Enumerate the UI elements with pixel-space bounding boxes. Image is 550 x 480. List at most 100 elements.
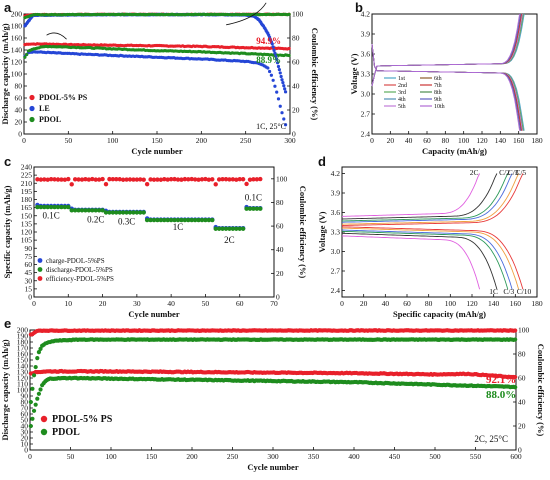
data-point — [124, 210, 129, 215]
y-tick-label: 225 — [21, 171, 33, 180]
data-point — [179, 177, 184, 182]
data-point — [120, 210, 126, 215]
data-point — [107, 210, 112, 215]
legend-label: 5th — [398, 104, 406, 110]
curve-label-bottom: 1C — [489, 287, 498, 296]
y-tick-label: 120 — [17, 374, 29, 383]
data-point — [90, 208, 95, 213]
data-point — [240, 177, 246, 182]
data-point — [182, 176, 188, 182]
y2-tick-label: 60 — [518, 374, 526, 383]
data-point — [278, 71, 282, 75]
x-tick-label: 50 — [67, 452, 75, 461]
y-tick-label: 45 — [25, 268, 33, 277]
y-tick-label: 3.9 — [331, 189, 341, 198]
legend-label: 1st — [398, 76, 405, 82]
x-tick-label: 60 — [403, 299, 411, 308]
discharge-curve-2nd — [371, 43, 524, 131]
y-tick-label: 0 — [18, 130, 22, 139]
y-tick-label: 4.2 — [361, 10, 371, 19]
data-point — [90, 176, 95, 182]
x-tick-label: 100 — [445, 299, 457, 308]
annotation-retention: 88.9% — [256, 55, 281, 65]
data-point — [277, 67, 281, 72]
charge-curve-7th — [371, 13, 522, 87]
data-point — [279, 74, 283, 79]
data-point — [42, 204, 47, 210]
y2-tick-label: 100 — [518, 326, 530, 335]
x-tick-label: 50 — [65, 136, 73, 145]
y-tick-label: 105 — [21, 236, 33, 245]
data-point — [42, 177, 47, 182]
data-point — [247, 206, 253, 211]
rate-label: 1C — [173, 222, 184, 232]
x-tick-label: 20 — [99, 299, 107, 308]
legend-label: PDOL — [39, 115, 61, 124]
y-tick-label: 190 — [17, 332, 29, 341]
data-point — [76, 208, 81, 213]
legend-label: efficiency-PDOL-5%PS — [46, 275, 114, 283]
condition-label: 1C, 25°C — [256, 122, 286, 131]
y2-tick-label: 0 — [292, 130, 296, 139]
data-point — [59, 204, 64, 210]
data-point — [52, 177, 57, 182]
y-tick-label: 80 — [15, 82, 23, 91]
data-point — [271, 45, 275, 49]
legend-label: 7th — [434, 83, 442, 89]
data-point — [206, 217, 212, 223]
data-point — [513, 385, 518, 390]
y-tick-label: 3.9 — [361, 30, 371, 39]
panel-letter-a: a — [4, 0, 12, 15]
data-point — [206, 177, 212, 182]
data-point — [38, 177, 44, 182]
data-point — [79, 177, 85, 182]
data-point — [275, 57, 279, 61]
data-point — [151, 177, 157, 182]
legend-label: discharge-PDOL-5%PS — [46, 266, 113, 274]
discharge-curve-1st — [371, 43, 525, 131]
legend-label: PDOL-5% PS — [52, 414, 113, 425]
data-point — [45, 177, 50, 182]
data-point — [172, 217, 177, 223]
y-axis-label: Discharge capacity (mAh/g) — [0, 23, 10, 124]
y2-axis-label: Coulombic efficiency (%) — [536, 344, 546, 437]
legend-marker — [40, 428, 48, 436]
data-point — [258, 206, 263, 211]
data-point — [230, 177, 236, 182]
x-tick-label: 160 — [510, 299, 522, 308]
y2-tick-label: 40 — [292, 82, 300, 91]
data-point — [283, 123, 288, 127]
y-tick-label: 140 — [17, 362, 29, 371]
y-tick-label: 60 — [21, 410, 29, 419]
discharge-curve-C/3 — [341, 229, 513, 290]
data-point — [151, 217, 157, 223]
plot-frame-e — [29, 329, 517, 451]
discharge-curve-9th — [371, 43, 521, 131]
y-tick-label: 100 — [11, 70, 23, 79]
legend-label: 10th — [434, 104, 445, 110]
data-point — [273, 51, 277, 55]
data-point — [281, 81, 285, 85]
data-point — [287, 46, 291, 51]
data-point — [110, 177, 116, 182]
data-point — [275, 61, 280, 65]
curve-label-top: 2C — [470, 168, 479, 177]
legend-label: 2nd — [398, 83, 407, 89]
data-point — [35, 204, 40, 210]
y-tick-label: 140 — [11, 46, 23, 55]
data-point — [266, 66, 270, 70]
data-point — [103, 210, 109, 215]
series-e-ce-pdol-5-ps — [28, 328, 518, 337]
data-point — [33, 402, 38, 407]
x-axis-label: Cycle number — [247, 462, 298, 472]
y-tick-label: 70 — [21, 404, 29, 413]
y2-tick-label: 60 — [292, 58, 300, 67]
data-point — [203, 217, 208, 223]
panel-letter-e: e — [4, 316, 11, 331]
data-point — [203, 176, 208, 182]
data-point — [247, 177, 253, 182]
panel-d: 0 20 40 60 80 100 120 140 160 180 2.4 2.7 3.0 3.3 3.6 3… — [317, 154, 543, 319]
y-tick-label: 170 — [17, 344, 29, 353]
y-axis-label: Discharge capacity (mAh/g) — [0, 339, 10, 440]
data-point — [227, 177, 232, 182]
